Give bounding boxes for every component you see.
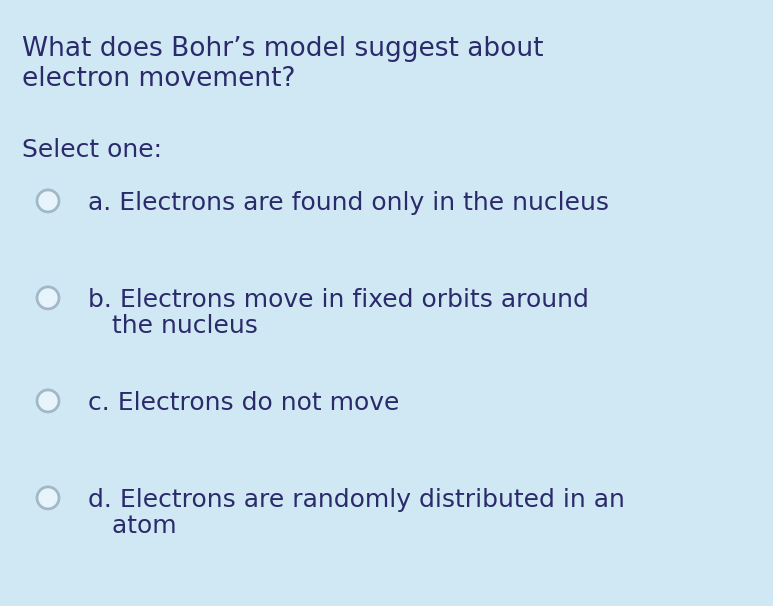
Text: c. Electrons do not move: c. Electrons do not move <box>88 391 400 415</box>
Text: Select one:: Select one: <box>22 138 162 162</box>
Circle shape <box>37 390 59 412</box>
Text: b. Electrons move in fixed orbits around: b. Electrons move in fixed orbits around <box>88 288 589 312</box>
Text: d. Electrons are randomly distributed in an: d. Electrons are randomly distributed in… <box>88 488 625 512</box>
Text: a. Electrons are found only in the nucleus: a. Electrons are found only in the nucle… <box>88 191 609 215</box>
Text: What does Bohr’s model suggest about: What does Bohr’s model suggest about <box>22 36 543 62</box>
Circle shape <box>37 487 59 509</box>
Text: atom: atom <box>88 514 176 538</box>
Circle shape <box>37 190 59 212</box>
Circle shape <box>37 287 59 309</box>
Text: electron movement?: electron movement? <box>22 66 295 92</box>
Text: the nucleus: the nucleus <box>88 314 258 338</box>
